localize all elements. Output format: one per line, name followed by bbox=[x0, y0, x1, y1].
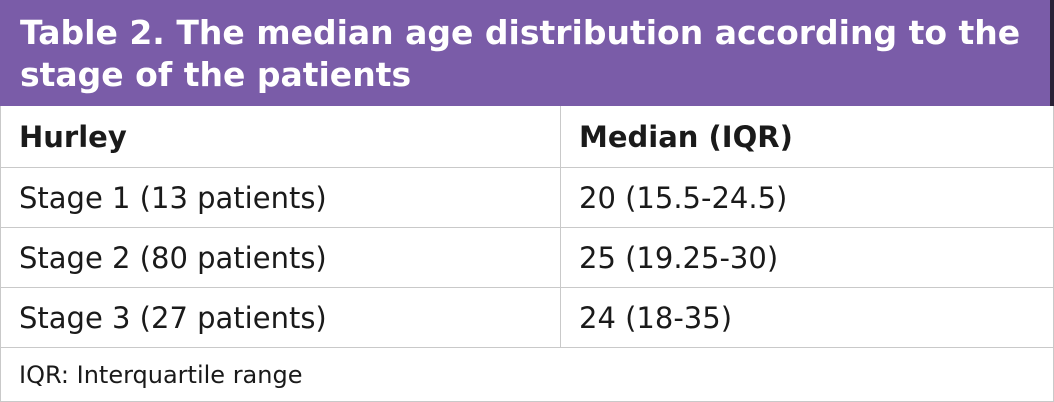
median-cell: 20 (15.5-24.5) bbox=[579, 180, 788, 215]
table-title: Table 2. The median age distribution acc… bbox=[0, 0, 1054, 106]
table-header-row: Hurley Median (IQR) bbox=[1, 106, 1053, 168]
table-footnote: IQR: Interquartile range bbox=[19, 360, 303, 389]
header-median-iqr: Median (IQR) bbox=[579, 119, 793, 154]
table-row: Stage 1 (13 patients) 20 (15.5-24.5) bbox=[1, 168, 1053, 228]
median-cell: 25 (19.25-30) bbox=[579, 240, 779, 275]
table-grid: Hurley Median (IQR) Stage 1 (13 patients… bbox=[0, 106, 1054, 402]
median-cell: 24 (18-35) bbox=[579, 300, 733, 335]
table-row: Stage 2 (80 patients) 25 (19.25-30) bbox=[1, 228, 1053, 288]
stage-cell: Stage 2 (80 patients) bbox=[1, 228, 561, 287]
header-hurley: Hurley bbox=[1, 106, 561, 167]
stage-cell: Stage 1 (13 patients) bbox=[1, 168, 561, 227]
table-row: Stage 3 (27 patients) 24 (18-35) bbox=[1, 288, 1053, 348]
stage-cell: Stage 3 (27 patients) bbox=[1, 288, 561, 347]
